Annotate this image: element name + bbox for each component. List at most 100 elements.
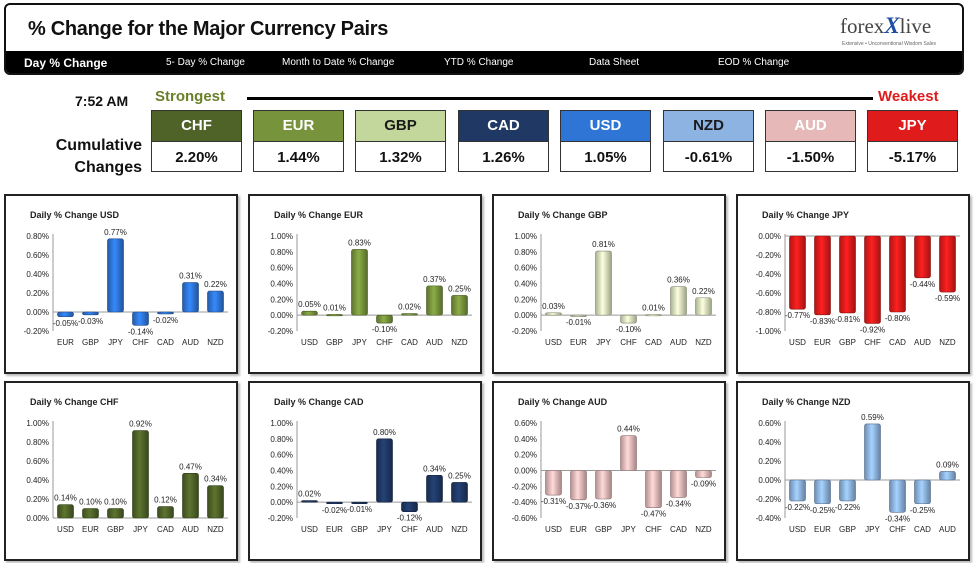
y-tick-label: 1.00% xyxy=(270,419,293,428)
chart-panel-5: Daily % Change CAD 1.00% 0.80% 0.60% 0.40% 0.… xyxy=(248,381,482,561)
bar-chart: Daily % Change CAD 1.00% 0.80% 0.60% 0.40% 0.… xyxy=(268,397,472,534)
currency-code: CHF xyxy=(152,111,241,142)
x-category-label: AUD xyxy=(914,338,931,347)
chart-title: Daily % Change CAD xyxy=(274,397,364,407)
data-label: 0.05% xyxy=(298,300,321,309)
y-tick-label: 0.60% xyxy=(26,251,49,260)
bar-cad xyxy=(157,506,174,519)
data-label: -0.77% xyxy=(785,311,810,320)
y-tick-label: 0.20% xyxy=(26,289,49,298)
currency-code: JPY xyxy=(868,111,957,142)
y-tick-label: 0.60% xyxy=(514,264,537,273)
currency-cumulative-value: -5.17% xyxy=(888,149,937,166)
y-tick-label: -0.20% xyxy=(268,514,293,523)
logo-text-2: live xyxy=(899,14,932,38)
y-tick-label: -0.20% xyxy=(512,327,537,336)
y-tick-label: 0.40% xyxy=(514,435,537,444)
bar-usd xyxy=(301,500,318,503)
bar-jpy xyxy=(376,438,393,503)
x-category-label: CHF xyxy=(401,525,418,534)
bar-cad xyxy=(670,470,687,498)
x-category-label: NZD xyxy=(207,338,224,347)
data-label: 0.25% xyxy=(448,284,471,293)
x-category-label: JPY xyxy=(596,338,611,347)
currency-cumulative-value: 1.44% xyxy=(277,149,320,166)
bar-jpy xyxy=(864,423,881,481)
y-tick-label: -0.20% xyxy=(24,327,49,336)
bar-usd xyxy=(301,310,318,316)
bar-jpy xyxy=(107,238,124,313)
bar-chf xyxy=(889,479,906,513)
bar-usd xyxy=(789,235,806,310)
bar-eur xyxy=(570,470,587,501)
x-category-label: CHF xyxy=(376,338,393,347)
y-tick-label: 0.00% xyxy=(514,467,537,476)
bar-nzd xyxy=(451,295,468,316)
tab-eod-change[interactable]: EOD % Change xyxy=(718,57,790,68)
data-label: -0.05% xyxy=(53,319,78,328)
page-title: % Change for the Major Currency Pairs xyxy=(28,18,389,40)
y-tick-label: 0.20% xyxy=(26,495,49,504)
chart-panel-3: Daily % Change JPY 0.00% -0.20% -0.40% -0.60… xyxy=(736,194,970,374)
y-tick-label: 0.80% xyxy=(514,248,537,257)
bar-usd xyxy=(545,470,562,496)
tab-5-day-change[interactable]: 5- Day % Change xyxy=(166,57,245,68)
currency-cumulative-value: 1.05% xyxy=(584,149,627,166)
bar-gbp xyxy=(107,508,124,519)
bar-aud xyxy=(426,285,443,316)
tab-ytd-change[interactable]: YTD % Change xyxy=(444,57,514,68)
bar-aud xyxy=(939,471,956,481)
x-category-label: EUR xyxy=(814,338,831,347)
y-tick-label: -0.40% xyxy=(756,514,781,523)
y-tick-label: 0.20% xyxy=(270,295,293,304)
logo-text: forex xyxy=(840,14,885,38)
y-tick-label: -0.60% xyxy=(512,514,537,523)
bar-aud xyxy=(182,473,199,519)
header-frame: % Change for the Major Currency Pairs fo… xyxy=(4,3,964,75)
y-tick-label: 0.80% xyxy=(270,248,293,257)
y-tick-label: 0.00% xyxy=(270,311,293,320)
x-category-label: CAD xyxy=(670,525,687,534)
y-tick-label: 0.60% xyxy=(270,264,293,273)
data-label: 0.92% xyxy=(129,420,152,429)
y-tick-label: 0.00% xyxy=(758,476,781,485)
y-tick-label: 0.40% xyxy=(758,438,781,447)
y-tick-label: 0.60% xyxy=(270,451,293,460)
x-category-label: USD xyxy=(301,525,318,534)
currency-cumulative-value: 2.20% xyxy=(175,149,218,166)
bar-chf xyxy=(645,470,662,509)
data-label: -0.22% xyxy=(835,503,860,512)
data-label: 0.10% xyxy=(79,498,102,507)
bar-cad xyxy=(889,235,906,313)
data-label: 0.37% xyxy=(423,275,446,284)
x-category-label: JPY xyxy=(133,525,148,534)
data-label: 0.25% xyxy=(448,471,471,480)
x-category-label: USD xyxy=(789,525,806,534)
bar-chf xyxy=(620,314,637,324)
bar-aud xyxy=(182,282,199,313)
bar-chf xyxy=(376,314,393,324)
data-label: 0.03% xyxy=(542,302,565,311)
x-category-label: JPY xyxy=(865,525,880,534)
bar-gbp xyxy=(82,311,99,316)
bar-usd xyxy=(57,504,74,519)
y-tick-label: 0.60% xyxy=(26,457,49,466)
currency-box-cad: CAD 1.26% xyxy=(458,110,549,172)
bar-gbp xyxy=(839,235,856,314)
tab-data-sheet[interactable]: Data Sheet xyxy=(589,57,640,68)
y-tick-label: 0.80% xyxy=(26,232,49,241)
weakest-label: Weakest xyxy=(878,88,939,105)
bar-eur xyxy=(570,314,587,317)
bar-nzd xyxy=(451,482,468,503)
bar-jpy xyxy=(132,430,149,519)
logo-tagline: Extensive • Unconventional Wisdom Sales xyxy=(842,41,937,47)
tab-month-to-date-change[interactable]: Month to Date % Change xyxy=(282,57,395,68)
bar-jpy xyxy=(595,250,612,316)
bar-gbp xyxy=(326,314,343,317)
bar-nzd xyxy=(939,235,956,293)
chart-panel-2: Daily % Change GBP 1.00% 0.80% 0.60% 0.40% 0.… xyxy=(492,194,726,374)
chart-panel-7: Daily % Change NZD 0.60% 0.40% 0.20% 0.00% -0… xyxy=(736,381,970,561)
x-category-label: CHF xyxy=(864,338,881,347)
x-category-label: GBP xyxy=(107,525,124,534)
tab-day-change[interactable]: Day % Change xyxy=(24,56,108,70)
